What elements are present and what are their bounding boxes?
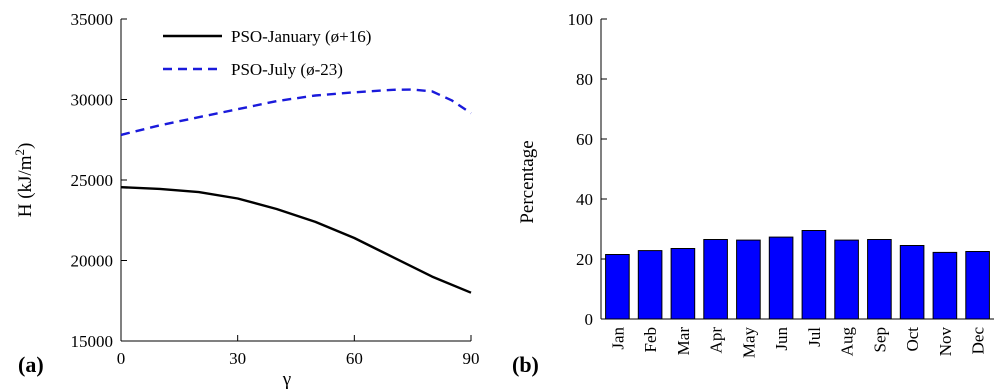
- panel-b-bar-oct: [899, 245, 925, 320]
- panel-b-y-tick-label: 60: [576, 130, 593, 149]
- panel-b-bar-dec: [965, 251, 990, 320]
- panel-b-x-tick-label: Sep: [870, 327, 889, 353]
- panel-b-bar-mar: [670, 248, 696, 320]
- panel-b-bar-may: [736, 239, 761, 320]
- panel-b-x-tick-label: Oct: [903, 327, 922, 352]
- panel-a-legend: PSO-January (ø+16) PSO-July (ø-23): [163, 27, 371, 79]
- panel-a-y-tick-label: 35000: [71, 10, 114, 29]
- panel-a-y-tick-label: 30000: [71, 91, 114, 110]
- panel-b-bar-jan: [605, 254, 630, 320]
- panel-b-x-tick-label: May: [739, 327, 758, 359]
- panel-a-legend-label-1: PSO-January (ø+16): [231, 27, 371, 46]
- panel-a-y-tick-label: 15000: [71, 332, 114, 351]
- panel-b-y-tick-label: 40: [576, 190, 593, 209]
- panel-b-y-axis-title: Percentage: [517, 140, 538, 223]
- panel-a-x-tick-label: 60: [346, 349, 363, 368]
- panel-b-y-tick-label: 20: [576, 250, 593, 269]
- panel-a-series-line-1: [120, 186, 472, 294]
- panel-b-bar-jul: [801, 230, 827, 320]
- panel-b-x-tick-label: Jun: [772, 327, 791, 351]
- panel-a-label: (a): [18, 352, 44, 377]
- panel-b-label: (b): [512, 352, 539, 377]
- panel-a-legend-label-2: PSO-July (ø-23): [231, 60, 343, 79]
- panel-a-x-axis-title: γ: [282, 369, 291, 389]
- panel-b-y-tick-label: 80: [576, 70, 593, 89]
- panel-a-x-tick-label: 90: [463, 349, 480, 368]
- panel-b-x-tick-label: Feb: [641, 327, 660, 353]
- panel-b-bar-aug: [834, 239, 859, 320]
- panel-b-x-tick-label: Apr: [707, 327, 726, 354]
- panel-b-bar-nov: [932, 251, 958, 320]
- panel-b-bar-apr: [703, 239, 728, 320]
- panel-a-x-tick-label: 30: [229, 349, 246, 368]
- panel-a-series-line-2: [120, 88, 472, 137]
- panel-a-line-chart: H (kJ/m2) γ (a) PSO-January (ø+16) PSO-Ju…: [12, 10, 480, 389]
- panel-b-x-tick-label: Dec: [969, 327, 988, 355]
- panel-b-x-tick-label: Jul: [805, 327, 824, 347]
- panel-a-x-tick-label: 0: [117, 349, 126, 368]
- panel-b-y-tick-label: 0: [585, 310, 594, 329]
- panel-b-x-tick-label: Jan: [608, 327, 627, 350]
- panel-b-bar-chart: Percentage (b) 0 20 40 60 80 100 Jan Feb Mar Apr M…: [512, 10, 994, 377]
- panel-b-x-tick-label: Aug: [838, 327, 857, 357]
- panel-b-bar-jun: [768, 236, 794, 320]
- panel-b-x-tick-label: Mar: [674, 327, 693, 356]
- panel-b-bar-sep: [867, 239, 892, 320]
- panel-b-y-tick-label: 100: [568, 10, 594, 29]
- panel-a-y-tick-label: 20000: [71, 252, 114, 271]
- panel-b-bar-feb: [637, 250, 663, 320]
- panel-a-y-axis-title: H (kJ/m2): [12, 143, 36, 218]
- panel-b-x-tick-label: Nov: [936, 327, 955, 357]
- panel-a-y-tick-label: 25000: [71, 171, 114, 190]
